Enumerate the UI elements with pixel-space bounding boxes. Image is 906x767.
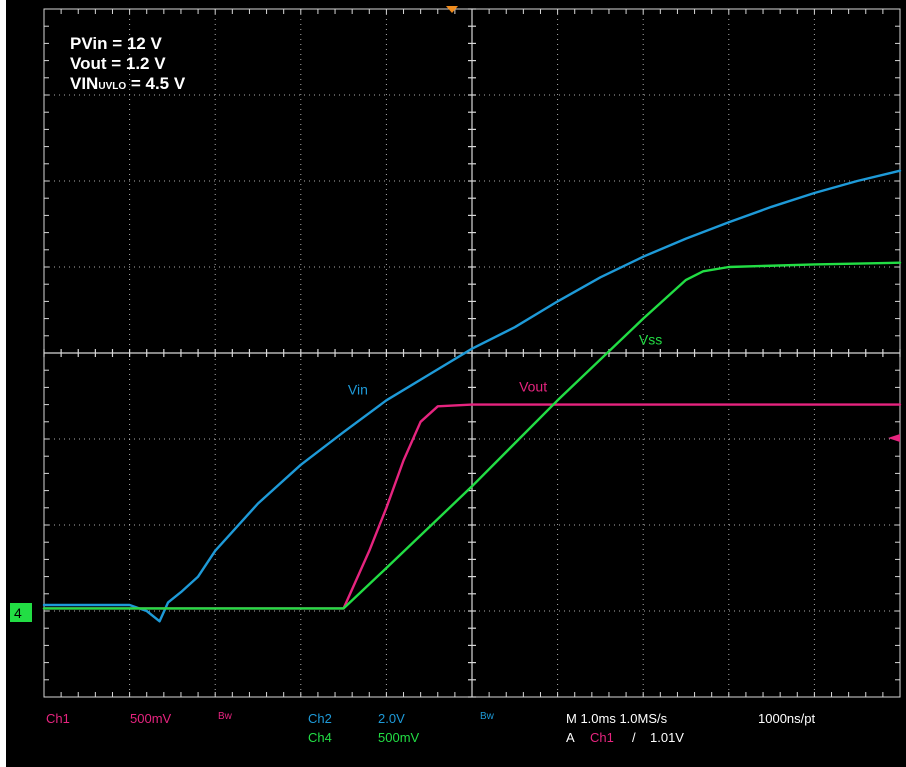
graticule xyxy=(43,8,901,698)
annotation-vin-uvlo-prefix: VIN xyxy=(70,74,99,93)
trigger-slope-icon: / xyxy=(632,730,636,745)
trigger-position-marker-icon xyxy=(446,6,458,13)
trace-vss xyxy=(42,261,902,610)
trace-labels: Vin Vout Vss xyxy=(348,331,662,397)
trace-label-vss: Vss xyxy=(639,331,662,347)
ch2-name[interactable]: Ch2 xyxy=(308,711,332,726)
waveform-plot: Vin Vout Vss 4 xyxy=(10,0,902,700)
trace-vout xyxy=(42,403,902,610)
ground-marker-box xyxy=(10,603,32,622)
ground-marker-arrow-icon xyxy=(32,609,39,616)
trigger-source[interactable]: Ch1 xyxy=(590,730,614,745)
trigger-level-arrow-icon xyxy=(888,434,900,442)
annotation-block: PVin = 12 V Vout = 1.2 V VINUVLO = 4.5 V xyxy=(70,34,185,97)
annotation-pvin: PVin = 12 V xyxy=(70,34,162,53)
annotation-vin-uvlo: VINUVLO = 4.5 V xyxy=(70,74,185,97)
ch4-name[interactable]: Ch4 xyxy=(308,730,332,745)
ch4-scale[interactable]: 500mV xyxy=(378,730,420,745)
record-length-readout: 1000ns/pt xyxy=(758,711,816,726)
annotation-vin-uvlo-sub: UVLO xyxy=(98,81,127,92)
trace-vin xyxy=(42,169,902,623)
ch1-bw-icon: Bw xyxy=(218,711,232,722)
ch1-scale[interactable]: 500mV xyxy=(130,711,172,726)
trace-label-vin: Vin xyxy=(348,381,368,397)
timebase-readout[interactable]: M 1.0ms 1.0MS/s xyxy=(566,711,668,726)
markers: 4 xyxy=(10,6,900,622)
annotation-vin-uvlo-suffix: = 4.5 V xyxy=(126,74,186,93)
trigger-level-readout[interactable]: 1.01V xyxy=(650,730,684,745)
oscilloscope-display: Vin Vout Vss 4 PVin = 12 V Vout = 1.2 V VI… xyxy=(6,0,906,767)
traces xyxy=(42,169,902,623)
trigger-prefix: A xyxy=(566,730,575,745)
ch2-scale[interactable]: 2.0V xyxy=(378,711,405,726)
trace-label-vout: Vout xyxy=(519,379,547,395)
ch2-bw-icon: Bw xyxy=(480,711,494,722)
ground-marker-label: 4 xyxy=(14,605,22,621)
ch1-name[interactable]: Ch1 xyxy=(46,711,70,726)
annotation-vout: Vout = 1.2 V xyxy=(70,54,166,73)
